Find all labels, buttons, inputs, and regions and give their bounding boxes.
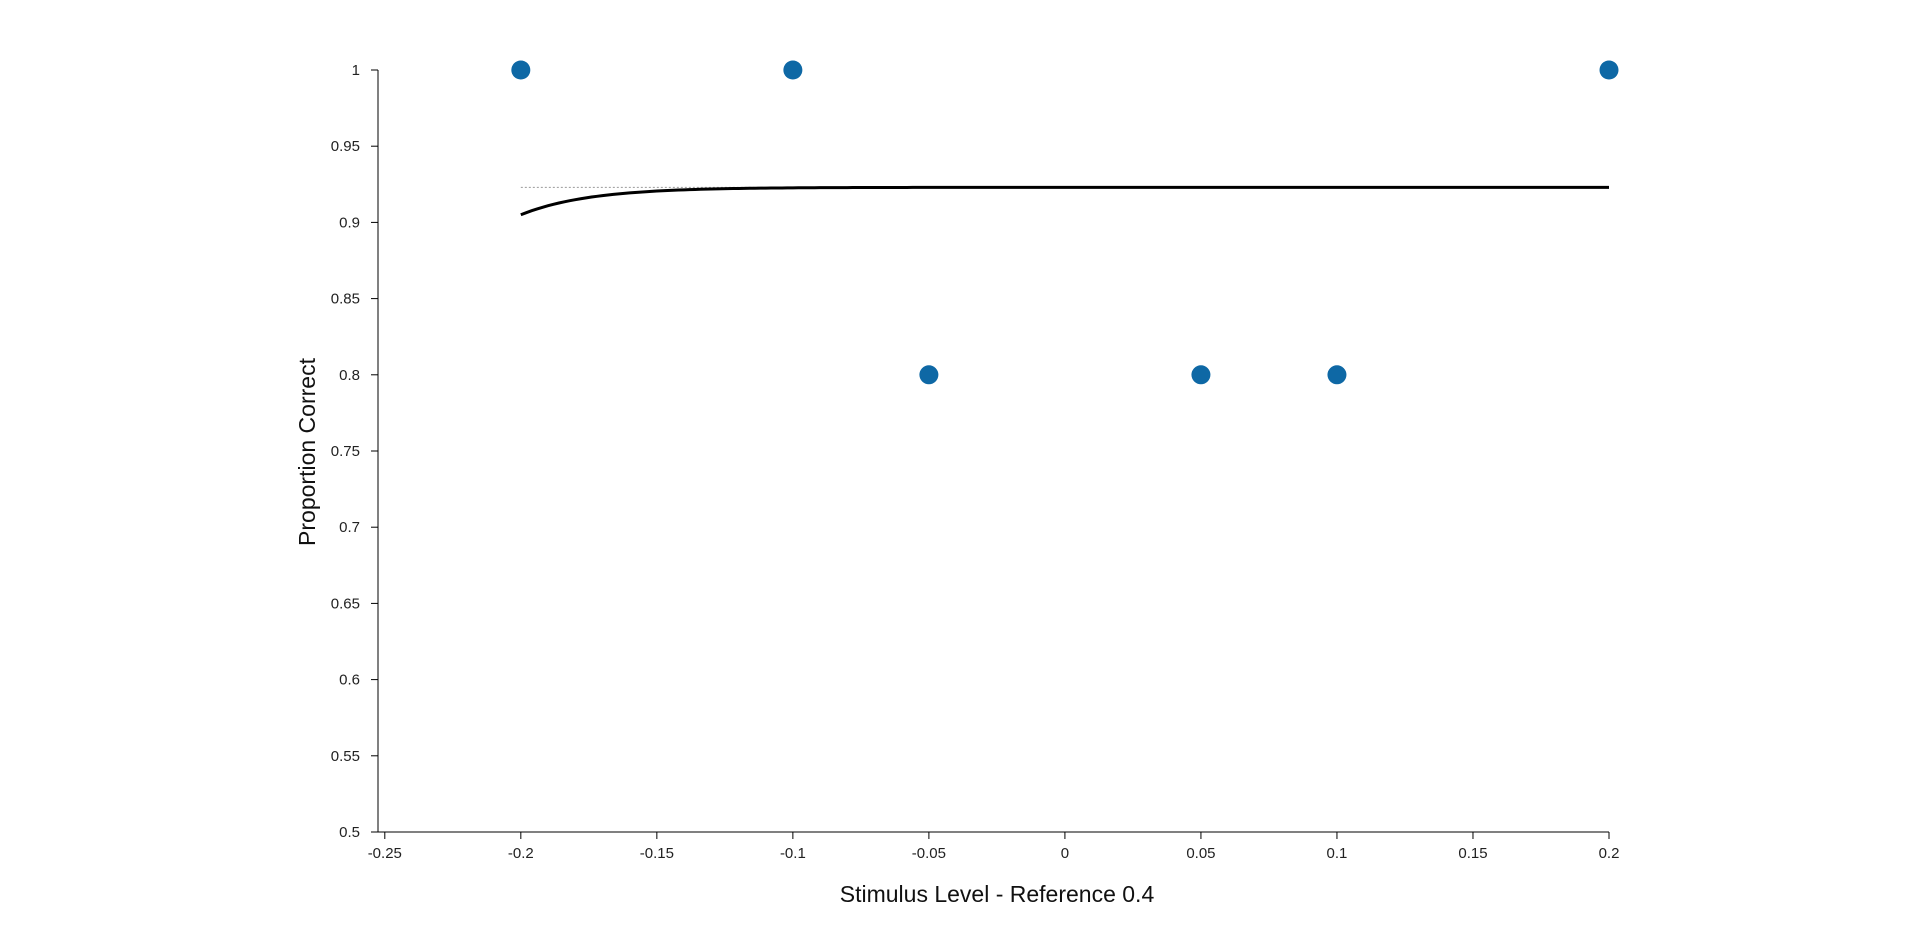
- y-tick-label: 0.75: [331, 443, 360, 460]
- x-tick-label: 0: [1061, 845, 1069, 862]
- x-axis-ticks: -0.25 -0.2 -0.15 -0.1 -0.05 0 0.05 0.1 0.15 0.2: [368, 832, 1620, 862]
- x-tick-label: -0.15: [640, 845, 674, 862]
- y-tick-label: 0.6: [339, 672, 360, 689]
- y-tick-label: 0.8: [339, 367, 360, 384]
- x-tick-label: -0.2: [508, 845, 534, 862]
- y-tick-label: 0.9: [339, 214, 360, 231]
- data-point: [1599, 60, 1619, 80]
- data-points: [511, 60, 1619, 385]
- data-point: [1327, 365, 1347, 385]
- y-tick-label: 0.95: [331, 138, 360, 155]
- x-tick-label: 0.15: [1458, 845, 1487, 862]
- y-tick-label: 1: [352, 62, 360, 79]
- y-tick-label: 0.55: [331, 748, 360, 765]
- x-axis-label: Stimulus Level - Reference 0.4: [840, 881, 1155, 907]
- x-tick-label: 0.05: [1186, 845, 1215, 862]
- fit-curve: [520, 185, 1609, 217]
- y-axis-label: Proportion Correct: [294, 357, 320, 546]
- x-tick-label: -0.25: [368, 845, 402, 862]
- fit-layer: [520, 185, 1609, 217]
- data-point: [1191, 365, 1211, 385]
- axes: [377, 70, 1609, 833]
- x-tick-label: 0.2: [1599, 845, 1620, 862]
- x-tick-label: -0.05: [912, 845, 946, 862]
- data-point: [783, 60, 803, 80]
- y-tick-label: 0.85: [331, 291, 360, 308]
- data-point: [511, 60, 531, 80]
- y-axis-ticks: 0.5 0.55 0.6 0.65 0.7 0.75 0.8 0.85 0.9 0.95 1: [331, 62, 378, 841]
- x-tick-label: 0.1: [1327, 845, 1348, 862]
- data-point: [919, 365, 939, 385]
- y-tick-label: 0.7: [339, 519, 360, 536]
- y-tick-label: 0.5: [339, 824, 360, 841]
- y-tick-label: 0.65: [331, 595, 360, 612]
- x-tick-label: -0.1: [780, 845, 806, 862]
